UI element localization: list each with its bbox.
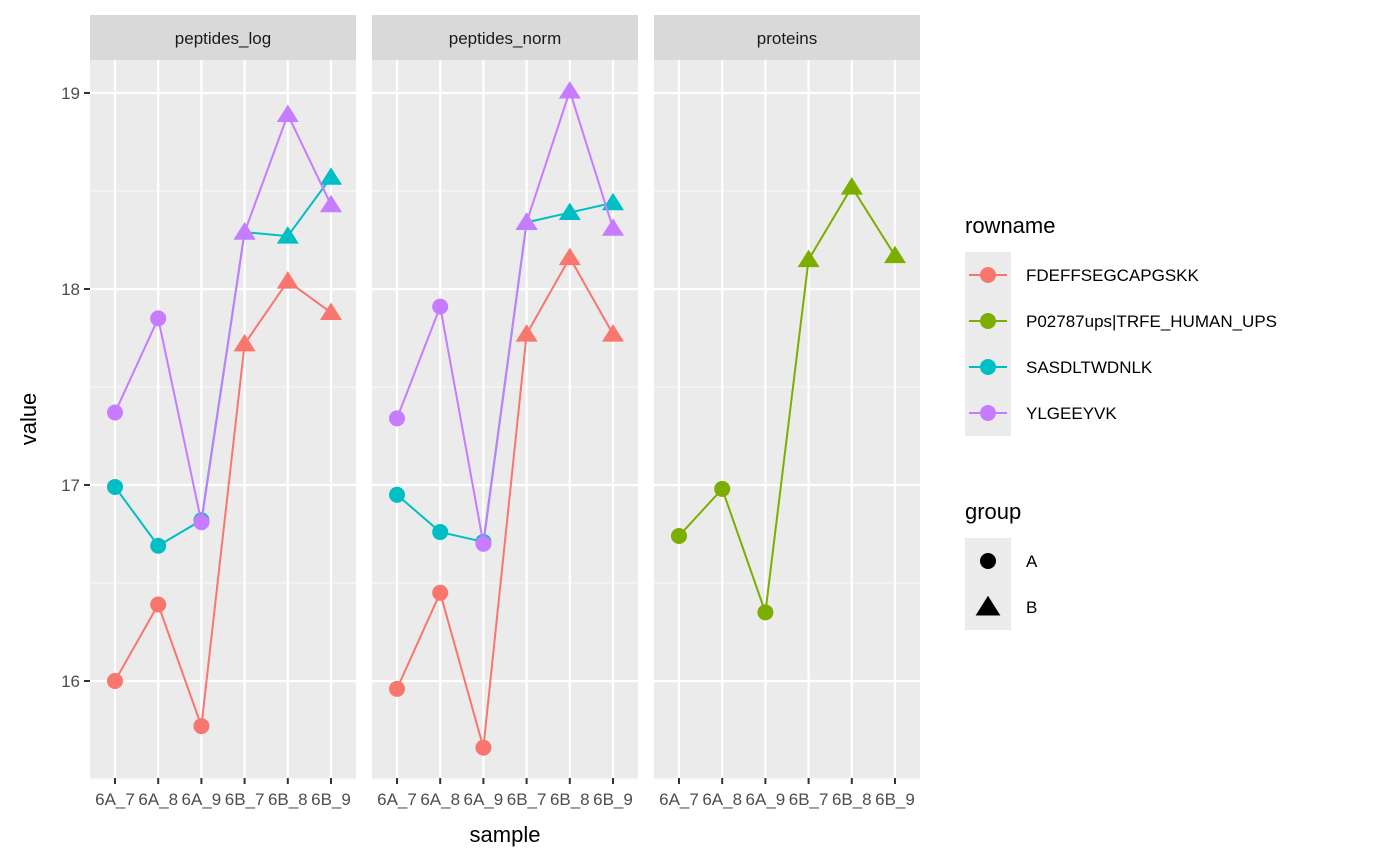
data-point [276,226,299,244]
data-point [558,202,581,221]
x-tick-label: 6A_8 [702,790,742,809]
facet-title: peptides_log [175,29,271,48]
legend-key-background [965,538,1011,630]
data-point [797,249,820,268]
data-point [671,527,687,544]
x-tick-label: 6A_8 [420,790,460,809]
x-tick-label: 6A_7 [95,790,135,809]
y-tick-label: 19 [61,84,80,103]
data-point [107,478,123,495]
legend-label: A [1026,552,1038,571]
facet-title: peptides_norm [449,29,561,48]
panel-background [90,60,356,778]
legend-title-rowname: rowname [965,213,1055,238]
x-tick-label: 6B_7 [225,790,265,809]
data-point [389,410,405,427]
y-axis-title: value [16,393,41,446]
data-point [320,194,342,213]
legend-key-point [980,405,996,421]
legend-label: SASDLTWDNLK [1026,358,1153,377]
data-point [389,486,405,503]
legend-key-point [980,313,996,329]
facet-strip [90,15,356,60]
x-tick-label: 6A_7 [659,790,699,809]
legend-key-point [980,267,996,283]
data-point [602,324,624,342]
data-point [233,333,256,352]
x-tick-label: 6B_9 [311,790,351,809]
data-point [276,104,299,123]
data-point [193,718,210,735]
data-point [475,739,492,756]
data-point [515,212,538,230]
legend-title-group: group [965,499,1021,524]
facet-title: proteins [757,29,817,48]
y-tick-label: 18 [61,280,80,299]
data-point [432,584,449,601]
facet-strip [654,15,920,60]
series-line [396,87,614,544]
data-point [602,192,624,211]
panel-background [372,60,638,778]
data-point [389,680,405,697]
x-tick-label: 6A_8 [138,790,178,809]
legend-label: B [1026,598,1037,617]
x-tick-label: 6A_9 [182,790,222,809]
data-point [276,271,299,289]
data-point [107,404,123,421]
data-point [714,480,731,497]
x-tick-label: 6B_7 [507,790,547,809]
data-point [233,222,256,240]
legend-shape-key [980,553,996,569]
series-line [396,255,614,748]
data-point [107,673,123,689]
series-line [678,185,896,613]
facet-strip [372,15,638,60]
data-point [602,218,624,236]
data-point [558,247,581,266]
data-point [150,596,167,613]
data-point [515,324,538,342]
y-tick-label: 16 [61,672,80,691]
y-tick-label: 17 [61,476,80,495]
series-line [114,111,332,523]
data-point [150,310,167,327]
x-tick-label: 6B_9 [875,790,915,809]
x-tick-label: 6A_7 [377,790,417,809]
x-tick-label: 6B_8 [550,790,590,809]
x-tick-label: 6B_8 [832,790,872,809]
x-tick-label: 6B_7 [789,790,829,809]
x-tick-label: 6A_9 [746,790,786,809]
data-point [193,514,210,531]
legend-label: FDEFFSEGCAPGSKK [1026,266,1200,285]
x-tick-label: 6B_8 [268,790,308,809]
legend-label: YLGEEYVK [1026,404,1117,423]
x-tick-label: 6A_9 [464,790,504,809]
data-point [840,177,863,195]
legend-shape-key [975,595,1001,616]
panel-background [654,60,920,778]
data-point [475,535,492,552]
data-point [558,81,581,99]
data-point [432,524,449,541]
data-point [150,537,167,554]
legend-key-point [980,359,996,375]
legend-label: P02787ups|TRFE_HUMAN_UPS [1026,312,1277,331]
data-point [320,167,342,185]
x-axis-title: sample [470,822,541,847]
data-point [432,298,449,315]
data-point [320,302,342,321]
data-point [884,245,906,264]
x-tick-label: 6B_9 [593,790,633,809]
data-point [757,604,774,621]
